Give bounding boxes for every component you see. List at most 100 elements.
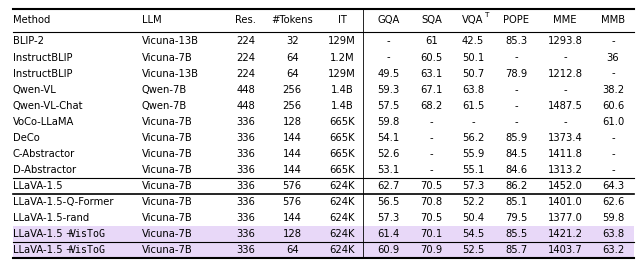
Text: 57.3: 57.3 — [462, 181, 484, 191]
Text: 57.5: 57.5 — [377, 101, 399, 111]
Text: 64: 64 — [286, 245, 298, 255]
Text: 624K: 624K — [330, 181, 355, 191]
Text: 336: 336 — [236, 197, 255, 207]
Text: Vicuna-13B: Vicuna-13B — [142, 36, 199, 46]
Text: 1487.5: 1487.5 — [548, 101, 582, 111]
Text: 224: 224 — [236, 53, 255, 63]
Text: LLaVA-1.5 +: LLaVA-1.5 + — [13, 229, 77, 239]
Text: 1.4B: 1.4B — [331, 101, 353, 111]
Text: LLaVA-1.5-rand: LLaVA-1.5-rand — [13, 213, 89, 223]
Text: -: - — [515, 53, 518, 63]
Text: 144: 144 — [283, 149, 301, 159]
Text: 64.3: 64.3 — [602, 181, 624, 191]
Bar — [13, 242, 634, 258]
Text: 85.9: 85.9 — [506, 133, 527, 143]
Text: 85.1: 85.1 — [506, 197, 527, 207]
Text: 63.8: 63.8 — [462, 84, 484, 95]
Text: 576: 576 — [283, 181, 301, 191]
Text: 85.3: 85.3 — [506, 36, 527, 46]
Text: VisToG: VisToG — [70, 229, 106, 239]
Text: 53.1: 53.1 — [378, 165, 399, 175]
Text: LLM: LLM — [142, 15, 161, 25]
Text: MMB: MMB — [601, 15, 625, 25]
Text: 256: 256 — [283, 84, 301, 95]
Text: 624K: 624K — [330, 213, 355, 223]
Text: #Tokens: #Tokens — [271, 15, 313, 25]
Text: 624K: 624K — [330, 229, 355, 239]
Text: Qwen-VL: Qwen-VL — [13, 84, 56, 95]
Text: -: - — [387, 36, 390, 46]
Text: 144: 144 — [283, 133, 301, 143]
Text: 665K: 665K — [329, 117, 355, 127]
Text: Vicuna-7B: Vicuna-7B — [142, 213, 193, 223]
Text: 336: 336 — [236, 117, 255, 127]
Text: C-Abstractor: C-Abstractor — [13, 149, 75, 159]
Text: MME: MME — [554, 15, 577, 25]
Text: 665K: 665K — [329, 133, 355, 143]
Text: 1401.0: 1401.0 — [548, 197, 582, 207]
Text: LLaVA-1.5-Q-Former: LLaVA-1.5-Q-Former — [13, 197, 113, 207]
Text: Vicuna-7B: Vicuna-7B — [142, 117, 193, 127]
Text: 144: 144 — [283, 213, 301, 223]
Text: -: - — [611, 165, 615, 175]
Text: Res.: Res. — [236, 15, 256, 25]
Text: -: - — [611, 149, 615, 159]
Text: -: - — [429, 165, 433, 175]
Text: 1403.7: 1403.7 — [548, 245, 582, 255]
Text: 336: 336 — [236, 181, 255, 191]
Text: 42.5: 42.5 — [462, 36, 484, 46]
Text: Qwen-VL-Chat: Qwen-VL-Chat — [13, 101, 83, 111]
Text: -: - — [429, 117, 433, 127]
Text: 84.5: 84.5 — [506, 149, 527, 159]
Text: 86.2: 86.2 — [506, 181, 527, 191]
Text: 665K: 665K — [329, 149, 355, 159]
Text: Vicuna-7B: Vicuna-7B — [142, 245, 193, 255]
Text: 1313.2: 1313.2 — [548, 165, 582, 175]
Text: SQA: SQA — [421, 15, 442, 25]
Text: LLaVA-1.5: LLaVA-1.5 — [13, 181, 63, 191]
Text: Vicuna-13B: Vicuna-13B — [142, 69, 199, 79]
Text: 49.5: 49.5 — [378, 69, 399, 79]
Text: 55.1: 55.1 — [462, 165, 484, 175]
Text: 52.5: 52.5 — [462, 245, 484, 255]
Text: 67.1: 67.1 — [420, 84, 442, 95]
Text: 70.5: 70.5 — [420, 181, 442, 191]
Text: 224: 224 — [236, 36, 255, 46]
Text: POPE: POPE — [504, 15, 529, 25]
Text: D-Abstractor: D-Abstractor — [13, 165, 76, 175]
Text: Vicuna-7B: Vicuna-7B — [142, 197, 193, 207]
Text: 60.6: 60.6 — [602, 101, 624, 111]
Text: 60.5: 60.5 — [420, 53, 442, 63]
Text: 624K: 624K — [330, 245, 355, 255]
Text: VisToG: VisToG — [70, 245, 106, 255]
Text: 38.2: 38.2 — [602, 84, 624, 95]
Text: Method: Method — [13, 15, 50, 25]
Text: 129M: 129M — [328, 36, 356, 46]
Text: 50.7: 50.7 — [462, 69, 484, 79]
Text: 70.8: 70.8 — [420, 197, 442, 207]
Text: 68.2: 68.2 — [420, 101, 442, 111]
Text: -: - — [471, 117, 475, 127]
Text: 55.9: 55.9 — [462, 149, 484, 159]
Text: Vicuna-7B: Vicuna-7B — [142, 181, 193, 191]
Text: 61.0: 61.0 — [602, 117, 624, 127]
Text: 336: 336 — [236, 133, 255, 143]
Text: 85.5: 85.5 — [506, 229, 527, 239]
Text: 70.1: 70.1 — [420, 229, 442, 239]
Text: 64: 64 — [286, 69, 298, 79]
Text: VoCo-LLaMA: VoCo-LLaMA — [13, 117, 74, 127]
Text: 665K: 665K — [329, 165, 355, 175]
Text: T: T — [485, 12, 490, 18]
Text: DeCo: DeCo — [13, 133, 40, 143]
Text: Qwen-7B: Qwen-7B — [142, 101, 187, 111]
Text: -: - — [611, 36, 615, 46]
Text: Vicuna-7B: Vicuna-7B — [142, 229, 193, 239]
Text: 129M: 129M — [328, 69, 356, 79]
Text: 128: 128 — [283, 117, 301, 127]
Text: 448: 448 — [236, 84, 255, 95]
Text: Vicuna-7B: Vicuna-7B — [142, 149, 193, 159]
Text: 336: 336 — [236, 149, 255, 159]
Text: 85.7: 85.7 — [506, 245, 527, 255]
Text: LLaVA-1.5 +: LLaVA-1.5 + — [13, 245, 77, 255]
Text: -: - — [563, 117, 567, 127]
